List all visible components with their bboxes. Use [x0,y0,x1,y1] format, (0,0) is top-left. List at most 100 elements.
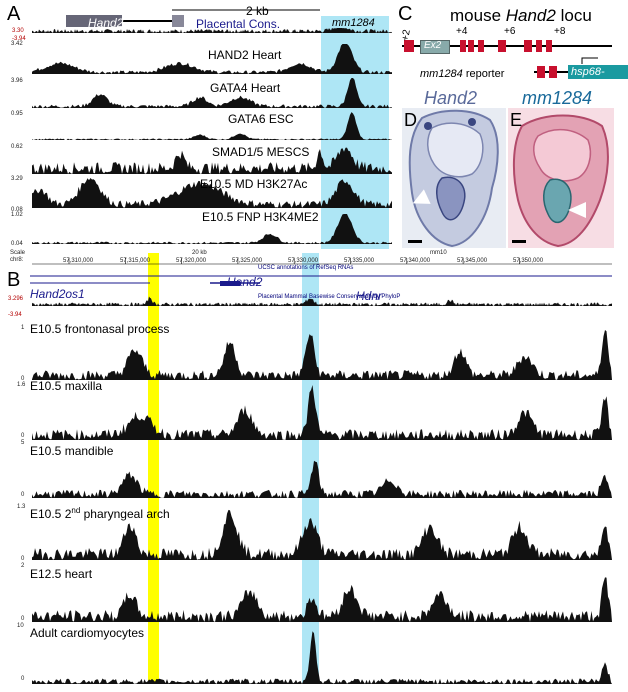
reporter-name: mm1284 [420,68,463,80]
offset-plus8: +8 [554,26,566,37]
locus-exon-3 [478,40,484,52]
track-b-max-0: 1 [21,325,25,331]
cons-track-a [32,28,392,33]
panel-e-arrow [568,202,586,218]
locus-exon-0 [404,40,414,52]
coord-1: 57,315,000 [120,258,151,264]
coord-8: 57,350,000 [513,258,544,264]
panel-b-letter: B [7,269,21,291]
coord-4: 57,330,000 [288,258,319,264]
assembly-label: mm10 [430,250,447,256]
track-a-max-4: 3.29 [11,176,23,182]
panel-e-image: E [508,108,614,248]
cons-min-b: -3.94 [8,312,22,318]
locus-exon-6 [536,40,542,52]
mm1284-section-drawing [512,114,609,248]
track-b-max-3: 1.3 [17,504,26,510]
placental-cons-label: Placental Cons. [196,17,281,31]
track-b-e125-heart: E12.5 heart [30,567,93,581]
cons-track-b [32,296,612,306]
track-a-signal-1 [32,78,392,108]
coord-0: 57,310,000 [63,258,94,264]
cons-max-a: 3.30 [12,28,24,34]
coord-7: 57,345,000 [457,258,488,264]
track-b-pa-text1: E10.5 2 [30,507,72,521]
track-b-signal-2 [32,460,612,498]
track-a-fnp-h3k4me2: E10.5 FNP H3K4ME2 [202,210,319,224]
locus-exon-1 [460,40,466,52]
panel-a-letter: A [7,3,21,25]
coord-2: 57,320,000 [176,258,207,264]
exon2-label: Ex2 [424,40,442,51]
reporter-element-0 [537,66,545,78]
track-b-pa-sup: nd [71,506,81,515]
gene-hand2os1: Hand2os1 [30,287,85,301]
reporter-label: mm1284 reporter [420,68,504,80]
track-a-min-4: 0.08 [11,207,23,213]
coord-3: 57,325,000 [232,258,263,264]
panel-e-title: mm1284 [522,88,593,108]
scale-20kb-b: 20 kb [192,250,207,256]
cons-min-a: -3.94 [12,36,26,42]
panel-e-letter: E [510,110,523,130]
reporter-suffix: reporter [462,68,505,80]
track-b-min-3: 0 [21,556,25,562]
track-a-max-1: 3.96 [11,78,23,84]
scale-label-b: Scale [10,250,26,256]
track-b-max-1: 1.6 [17,382,26,388]
chr-label-b: chr8: [10,257,24,263]
track-a-max-2: 0.95 [11,111,23,117]
locus-exon-7 [546,40,552,52]
refseq-label: UCSC annotations of RefSeq RNAs [258,265,354,271]
panel-d-letter: D [404,110,417,130]
track-a-signal-0 [32,44,392,74]
promoter-label: hsp68- [571,66,605,78]
exon2-box [420,40,450,54]
track-b-pharyngeal-arch: E10.5 2nd pharyngeal arch [30,504,170,521]
track-b-adult-cm: Adult cardiomyocytes [30,626,145,640]
panel-c-letter: C [398,3,413,25]
coord-6: 57,340,000 [400,258,431,264]
hand2-section-drawing [408,109,499,248]
offset-plus6: +6 [504,26,516,37]
track-b-pa-text2: pharyngeal arch [80,507,170,521]
track-a-gata6-esc: GATA6 ESC [228,112,294,126]
track-b-signal-1 [32,385,612,440]
track-b-fnp: E10.5 frontonasal process [30,322,170,336]
cons-max-b: 3.296 [8,296,24,302]
track-a-signal-5 [32,214,392,244]
track-a-min-5: 0.04 [11,241,23,247]
track-a-smad15: SMAD1/5 MESCS [212,145,310,159]
track-a-hand2-heart: HAND2 Heart [208,48,282,62]
track-a-max-3: 0.62 [11,144,23,150]
track-a-md-h3k27ac: E10.5 MD H3K27Ac [200,177,308,191]
track-b-mandible: E10.5 mandible [30,444,114,458]
track-b-min-0: 0 [21,376,25,382]
track-b-min-2: 0 [21,492,25,498]
title-post: locu [555,6,592,25]
track-b-max-2: 5 [21,440,25,446]
promoter-arrow [581,57,598,64]
panel-d-image: D [402,108,506,248]
locus-exon-5 [524,40,532,52]
track-a-gata4-heart: GATA4 Heart [210,81,281,95]
gene-hdnr: Hdnr [356,289,383,303]
track-b-min-5: 0 [21,676,25,682]
offset-plus2: +2 [400,28,413,42]
cons-label-b: Placental Mammal Basewise Conservation b… [258,294,401,300]
track-a-max-5: 1.02 [11,212,23,218]
panel-d-scalebar [408,240,422,243]
title-gene: Hand2 [505,6,556,25]
track-b-min-4: 0 [21,616,25,622]
track-a-signal-4 [32,178,392,208]
track-b-signal-3 [32,509,612,560]
hand2-gene-label-a: Hand2 [88,16,124,30]
reporter-element-1 [549,66,557,78]
promoter-box [568,65,628,79]
track-b-max-4: 2 [21,563,25,569]
title-pre: mouse [450,6,506,25]
locus-exon-2 [468,40,474,52]
track-b-signal-0 [32,330,612,380]
offset-plus4: +4 [456,26,468,37]
